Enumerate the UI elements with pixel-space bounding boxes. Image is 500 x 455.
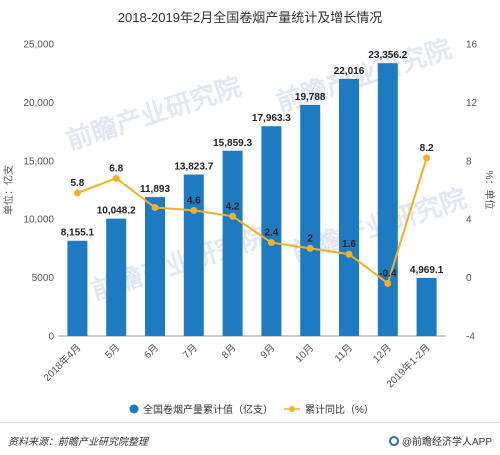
chart-title: 2018-2019年2月全国卷烟产量统计及增长情况 [118,10,382,25]
bar [145,197,165,336]
bar-value-label: 4,969.1 [410,265,444,276]
bar [261,126,282,336]
y-tick-label: 20,000 [23,98,54,109]
bar [339,78,359,336]
line-point [73,189,81,197]
bar [67,240,88,336]
y-tick-label: 10,000 [23,215,54,226]
x-tick-label: 9月 [258,342,277,361]
brand-text: @前瞻经济学人APP [401,437,492,448]
bar-value-label: 19,788 [295,92,326,103]
line-value-label: 4.2 [226,201,240,212]
bar-series [67,63,437,336]
line-value-label: 4.6 [187,195,201,206]
bar-value-label: 8,155.1 [61,228,95,239]
line-point [229,212,237,220]
bar [222,150,243,336]
x-tick-label: 12月 [370,342,393,365]
bar-value-label: 10,048.2 [97,206,136,217]
bar-value-label: 17,963.3 [252,113,291,124]
line-value-label: 5.8 [70,178,84,189]
line-point [267,239,275,247]
line-value-label: 1.6 [342,239,356,250]
bar-value-label: 22,016 [334,66,365,77]
line-point [306,244,314,252]
line-point [112,174,120,182]
bar [183,174,204,336]
bar-value-label: 15,859.3 [213,138,252,149]
x-tick-label: 11月 [332,342,355,365]
y2-tick-label: 4 [466,215,472,226]
y2-tick-label: -4 [466,332,475,343]
y-tick-label: 15,000 [23,156,54,167]
legend-bar-swatch [129,404,139,414]
line-point [345,250,353,258]
right-axis: -4 0 4 8 12 16 [466,40,478,343]
x-tick-label: 5月 [103,342,122,361]
x-tick-label: 2018年4月 [41,341,84,384]
y2-tick-label: 0 [466,273,472,284]
bar [106,218,127,336]
legend-line-dot [289,406,295,412]
y-tick-label: 5000 [32,273,55,284]
bar [300,104,321,336]
bar-value-label: 11,893 [140,184,170,195]
line-value-label: 6.8 [109,163,123,174]
y-tick-label: 25,000 [23,40,54,51]
bar [416,277,437,336]
line-value-label: 2 [307,233,313,244]
line-path [77,157,428,286]
y2-axis-title: %：单位 [483,171,496,210]
legend: 全国卷烟产量累计值（亿支） 累计同比（%） [129,403,374,416]
brand: @前瞻经济学人APP [388,433,492,448]
line-series: 5.8 6.8 4.6 4.2 2.4 2 1.6 -0.4 8.2 [70,143,434,287]
y2-tick-label: 12 [466,98,478,109]
source-note: 资料来源：前瞻产业研究院整理 [8,437,148,448]
bar-labels: 8,155.110,048.2 11,893 13,823.7 15,859.3 17,… [61,50,444,276]
chart: 2018-2019年2月全国卷烟产量统计及增长情况 前瞻产业研究院 前瞻产业研究院… [2,10,496,416]
x-tick-label: 7月 [180,342,199,361]
x-tick-label: 8月 [219,342,238,361]
legend-bar-label: 全国卷烟产量累计值（亿支） [143,403,273,416]
brand-logo-icon [388,436,399,446]
line-value-label: -0.4 [379,268,397,279]
line-value-label: 8.2 [420,143,434,154]
y2-tick-label: 16 [466,40,478,51]
line-point [151,204,159,212]
line-point [384,279,392,287]
left-axis: 0 5000 10,000 15,000 20,000 25,000 [23,40,54,343]
y-tick-label: 0 [48,332,54,343]
line-point [190,206,198,214]
footer: 资料来源：前瞻产业研究院整理 @前瞻经济学人APP [0,422,500,455]
bar-value-label: 23,356.2 [368,50,407,61]
bar [377,63,398,336]
line-point [423,154,431,162]
x-tick-label: 10月 [293,342,316,365]
y2-tick-label: 8 [466,156,472,167]
legend-line-label: 累计同比（%） [305,403,374,416]
y-axis-title: 单位：亿支 [2,165,15,215]
x-tick-label: 6月 [142,342,161,361]
bar-value-label: 13,823.7 [174,162,213,173]
line-value-label: 2.4 [264,228,278,239]
